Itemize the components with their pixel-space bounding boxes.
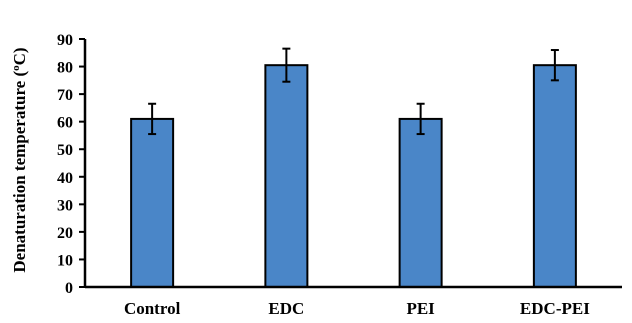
- x-tick-label: EDC-PEI: [520, 299, 590, 318]
- y-axis-title-unit: C): [10, 47, 29, 65]
- y-tick-label: 90: [57, 32, 73, 49]
- error-bar-control: [148, 102, 157, 136]
- y-ticks-layer: 0 10 20 30 40 50 60 70 80 90: [57, 32, 85, 297]
- y-tick-label: 10: [57, 252, 73, 269]
- y-tick-label: 80: [57, 60, 73, 77]
- error-bar-pei: [416, 102, 425, 136]
- y-tick-label: 30: [57, 197, 73, 214]
- x-labels-layer: Control EDC PEI EDC-PEI: [124, 299, 590, 318]
- y-tick-label: 0: [65, 280, 73, 297]
- bar-control: [130, 117, 175, 288]
- y-tick-label: 40: [57, 170, 73, 187]
- y-tick-label: 50: [57, 142, 73, 159]
- bars-layer: [130, 64, 577, 288]
- y-axis-title: Denaturation temperature (oC): [10, 47, 29, 272]
- axes-layer: [83, 39, 622, 289]
- bar-pei: [398, 117, 443, 288]
- error-bars-layer: [148, 47, 559, 136]
- y-axis-title-degree: o: [10, 65, 22, 71]
- bar-edc-pei: [532, 64, 577, 288]
- bar-edc: [264, 64, 309, 288]
- x-tick-label: EDC: [268, 299, 304, 318]
- y-axis-title-main: Denaturation temperature (: [10, 71, 29, 273]
- y-tick-label: 70: [57, 87, 73, 104]
- error-bar-edc: [282, 47, 291, 83]
- y-tick-label: 60: [57, 115, 73, 132]
- x-tick-label: PEI: [406, 299, 435, 318]
- x-tick-label: Control: [124, 299, 181, 318]
- y-tick-label: 20: [57, 225, 73, 242]
- error-bar-edc-pei: [550, 49, 559, 82]
- y-axis-title-group: Denaturation temperature (oC): [10, 47, 29, 272]
